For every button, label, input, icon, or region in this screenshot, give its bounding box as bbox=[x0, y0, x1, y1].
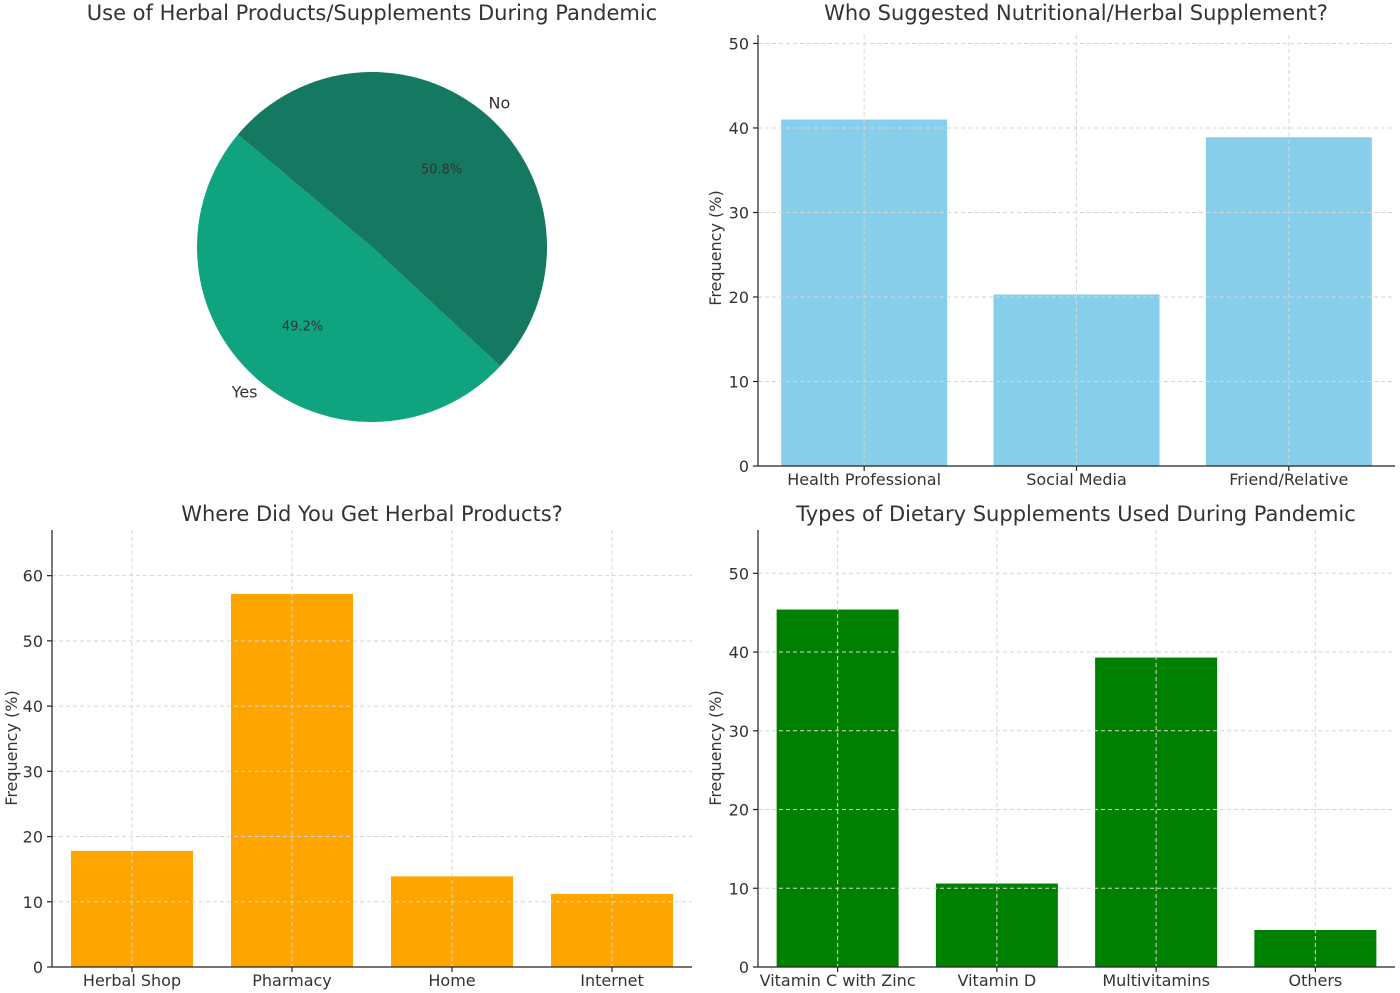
y-tick-label: 10 bbox=[23, 893, 43, 912]
y-tick-label: 50 bbox=[729, 564, 749, 583]
x-tick-label: Health Professional bbox=[787, 470, 941, 489]
y-axis-label-where-got: Frequency (%) bbox=[2, 690, 21, 805]
pie-chart-title: Use of Herbal Products/Supplements Durin… bbox=[87, 1, 657, 25]
y-tick-label: 0 bbox=[739, 457, 749, 476]
y-tick-label: 30 bbox=[23, 762, 43, 781]
pie-percent-label-yes: 49.2% bbox=[282, 320, 323, 335]
bar-chart-title-who-suggested: Who Suggested Nutritional/Herbal Supplem… bbox=[824, 1, 1328, 25]
x-tick-label: Friend/Relative bbox=[1229, 470, 1348, 489]
x-tick-label: Vitamin C with Zinc bbox=[760, 971, 916, 990]
x-tick-label: Vitamin D bbox=[958, 971, 1037, 990]
pie-percent-label-no: 50.8% bbox=[421, 162, 462, 177]
y-tick-label: 20 bbox=[729, 801, 749, 820]
x-tick-label: Social Media bbox=[1026, 470, 1127, 489]
y-tick-label: 0 bbox=[739, 958, 749, 977]
x-tick-label: Herbal Shop bbox=[83, 971, 181, 990]
y-tick-label: 20 bbox=[23, 828, 43, 847]
x-tick-label: Internet bbox=[580, 971, 644, 990]
y-tick-label: 40 bbox=[729, 643, 749, 662]
bar-chart-title-supplement-types: Types of Dietary Supplements Used During… bbox=[795, 502, 1356, 526]
y-tick-label: 20 bbox=[729, 288, 749, 307]
pie-slice-no bbox=[237, 71, 548, 367]
y-tick-label: 30 bbox=[729, 203, 749, 222]
pie-slice-yes bbox=[196, 134, 501, 423]
bar-chart-title-where-got: Where Did You Get Herbal Products? bbox=[181, 502, 563, 526]
y-tick-label: 10 bbox=[729, 372, 749, 391]
bar-chart-supplement-types: Types of Dietary Supplements Used During… bbox=[706, 502, 1395, 990]
x-tick-label: Multivitamins bbox=[1102, 971, 1210, 990]
y-tick-label: 0 bbox=[33, 958, 43, 977]
bar-chart-where-got: Where Did You Get Herbal Products? Frequ… bbox=[2, 502, 692, 990]
x-tick-label: Pharmacy bbox=[252, 971, 332, 990]
y-tick-label: 40 bbox=[23, 697, 43, 716]
y-tick-label: 50 bbox=[729, 34, 749, 53]
x-tick-label: Home bbox=[428, 971, 475, 990]
y-tick-label: 30 bbox=[729, 722, 749, 741]
pie-chart-herbal-use: Use of Herbal Products/Supplements Durin… bbox=[87, 1, 657, 423]
y-axis-label-who-suggested: Frequency (%) bbox=[706, 190, 725, 305]
y-tick-label: 40 bbox=[729, 119, 749, 138]
pie-label-no: No bbox=[489, 94, 511, 113]
x-tick-label: Others bbox=[1288, 971, 1342, 990]
y-tick-label: 60 bbox=[23, 567, 43, 586]
y-axis-label-supplement-types: Frequency (%) bbox=[706, 690, 725, 805]
bar-vitamin-c-with-zinc bbox=[776, 609, 899, 967]
pie-label-yes: Yes bbox=[231, 382, 258, 401]
bar-others bbox=[1254, 929, 1377, 967]
y-tick-label: 50 bbox=[23, 632, 43, 651]
y-tick-label: 10 bbox=[729, 879, 749, 898]
bar-chart-who-suggested: Who Suggested Nutritional/Herbal Supplem… bbox=[706, 1, 1395, 489]
